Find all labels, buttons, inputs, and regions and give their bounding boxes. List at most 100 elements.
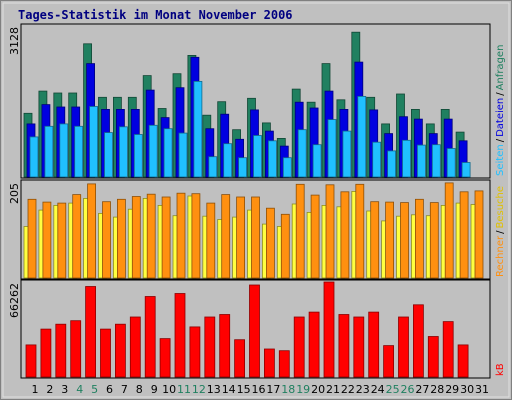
bar-kb-8 — [129, 316, 141, 378]
bar-rechner-29 — [444, 182, 454, 279]
x-tick-15: 15 — [237, 383, 251, 396]
ymax-visits: 205 — [8, 183, 21, 204]
bar-kb-29 — [442, 321, 454, 378]
bar-kb-20 — [308, 311, 320, 378]
legend-sep-1: / — [495, 138, 506, 142]
bar-rechner-30 — [459, 191, 469, 279]
x-tick-30: 30 — [460, 383, 474, 396]
bar-kb-27 — [412, 304, 424, 378]
x-tick-13: 13 — [207, 383, 221, 396]
x-tick-11: 11 — [177, 383, 191, 396]
bar-seiten-6 — [104, 132, 113, 178]
bar-rechner-9 — [146, 193, 156, 279]
bar-seiten-15 — [238, 157, 248, 178]
bar-kb-3 — [55, 323, 67, 378]
chart-title: Tages-Statistik im Monat November 2006 — [18, 8, 293, 22]
bar-rechner-16 — [251, 196, 260, 279]
legend-kb: kB — [495, 363, 506, 376]
bar-rechner-5 — [87, 183, 96, 279]
bar-rechner-10 — [161, 196, 171, 279]
x-tick-17: 17 — [266, 383, 280, 396]
bar-rechner-1 — [27, 198, 37, 279]
bar-rechner-17 — [265, 207, 275, 279]
bar-kb-4 — [70, 320, 82, 378]
bar-rechner-14 — [221, 194, 231, 279]
bar-kb-23 — [353, 316, 365, 378]
x-tick-25: 25 — [386, 383, 400, 396]
bar-seiten-20 — [312, 144, 322, 178]
legend-seiten: Seiten — [495, 144, 506, 176]
x-tick-10: 10 — [162, 383, 176, 396]
bar-kb-25 — [383, 345, 395, 378]
bar-kb-10 — [159, 338, 171, 378]
ymax-requests: 3128 — [8, 27, 21, 55]
bar-rechner-23 — [355, 183, 365, 279]
bar-rechner-24 — [370, 201, 380, 279]
bar-rechner-20 — [310, 194, 320, 279]
bar-kb-11 — [174, 293, 186, 378]
x-tick-8: 8 — [136, 383, 143, 396]
bar-seiten-25 — [387, 150, 397, 178]
bar-seiten-30 — [461, 162, 471, 178]
x-tick-5: 5 — [91, 383, 98, 396]
bar-kb-18 — [278, 350, 290, 378]
bar-seiten-28 — [431, 144, 441, 178]
x-tick-19: 19 — [296, 383, 310, 396]
x-tick-23: 23 — [356, 383, 370, 396]
bar-rechner-27 — [414, 198, 424, 279]
bar-kb-16 — [249, 284, 260, 378]
bar-kb-15 — [234, 339, 246, 378]
legend-besuche: Besuche — [495, 186, 506, 229]
x-tick-1: 1 — [32, 383, 39, 396]
bar-seiten-7 — [119, 126, 128, 178]
bar-rechner-31 — [474, 190, 484, 279]
x-tick-21: 21 — [326, 383, 340, 396]
bar-seiten-26 — [402, 139, 411, 178]
ymax-kb: 66262 — [8, 283, 21, 318]
legend-sep-3: / — [495, 230, 506, 234]
bar-seiten-23 — [357, 96, 367, 178]
bar-seiten-4 — [74, 125, 84, 178]
x-tick-22: 22 — [341, 383, 355, 396]
bar-rechner-25 — [385, 201, 395, 279]
x-tick-9: 9 — [151, 383, 158, 396]
bar-rechner-4 — [72, 194, 82, 279]
x-tick-18: 18 — [281, 383, 295, 396]
bar-kb-6 — [100, 328, 111, 378]
legend-dateien: Dateien — [495, 98, 506, 137]
bar-kb-17 — [263, 348, 275, 378]
bar-rechner-26 — [400, 202, 409, 279]
bar-seiten-8 — [133, 134, 143, 178]
bar-kb-19 — [293, 316, 305, 378]
bar-kb-7 — [115, 323, 126, 378]
x-tick-3: 3 — [61, 383, 68, 396]
bar-seiten-13 — [208, 156, 218, 178]
bar-seiten-14 — [223, 143, 233, 178]
legend-sep-2: / — [495, 92, 506, 96]
bar-kb-21 — [323, 281, 335, 378]
x-tick-4: 4 — [76, 383, 83, 396]
bar-kb-28 — [427, 336, 439, 378]
bar-rechner-3 — [57, 202, 67, 279]
x-tick-28: 28 — [430, 383, 444, 396]
x-axis-ticks: 1 2 3 4 5 6 7 8 9 10 11 12 13 14 15 16 17 18 19 20 21 22 23 24 2… — [32, 383, 490, 396]
bar-rechner-6 — [102, 201, 111, 279]
bar-kb-26 — [398, 316, 409, 378]
bar-seiten-29 — [446, 148, 456, 178]
bar-rechner-13 — [206, 202, 216, 279]
x-tick-31: 31 — [475, 383, 489, 396]
legend-rechner: Rechner — [495, 235, 506, 277]
bar-rechner-12 — [191, 193, 201, 279]
bar-kb-30 — [457, 344, 469, 378]
bar-kb-1 — [25, 344, 37, 378]
bar-seiten-12 — [193, 81, 203, 178]
bar-kb-24 — [368, 311, 380, 378]
bar-kb-12 — [189, 326, 201, 378]
x-tick-26: 26 — [401, 383, 415, 396]
bar-seiten-3 — [59, 123, 69, 178]
bar-seiten-11 — [178, 132, 188, 178]
bar-rechner-19 — [295, 183, 305, 279]
x-tick-2: 2 — [46, 383, 53, 396]
bar-kb-13 — [204, 316, 216, 378]
